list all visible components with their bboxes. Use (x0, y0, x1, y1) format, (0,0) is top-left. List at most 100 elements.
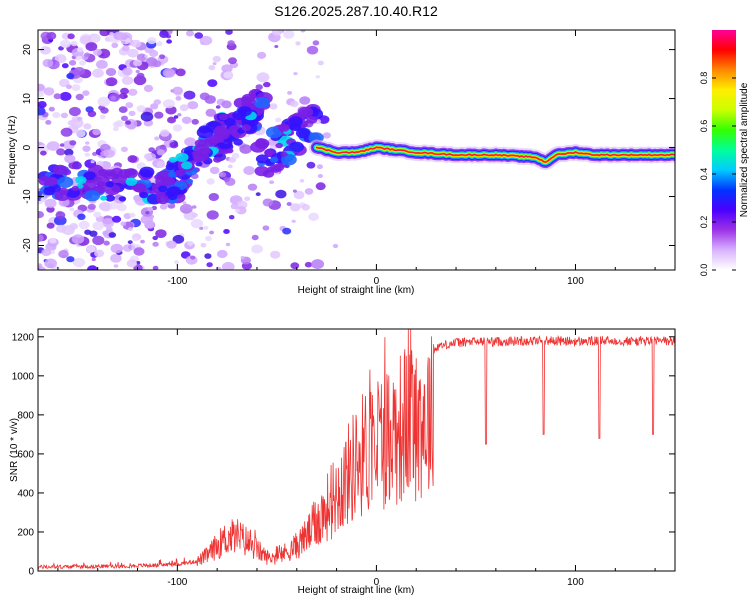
spectrogram-blob (46, 206, 55, 213)
spectrogram-blob (92, 221, 104, 231)
snr-ylabel: SNR (10 * v/v) (9, 418, 20, 482)
spectrogram-blob (154, 136, 160, 141)
spectrogram-blob (69, 223, 79, 230)
spectrogram-blob (52, 111, 61, 119)
snr-ytick-label: 200 (17, 527, 34, 538)
spectrogram-blob (93, 48, 102, 56)
snr-ytick-label: 800 (17, 410, 34, 421)
spectrogram-blob (263, 81, 271, 88)
spectrogram-blob (290, 100, 299, 108)
spectrogram-blob (54, 215, 67, 226)
spectrogram-blob (156, 41, 163, 47)
spectrogram-blob (300, 30, 306, 33)
spectrogram-blob (289, 141, 304, 153)
spectrogram-blob (100, 150, 109, 157)
spectrogram-blob (254, 166, 269, 177)
spectrogram-blob (38, 234, 44, 243)
spectrogram-blob (89, 230, 98, 237)
spectrogram-blob (162, 99, 175, 109)
spectrogram-blob (306, 116, 318, 124)
spectrogram-blob (77, 116, 83, 121)
spectrogram-blob (75, 129, 86, 138)
spectrogram-blob (194, 143, 210, 155)
spectrogram-blob (256, 138, 266, 146)
spectrogram-xtick-label: 100 (567, 276, 584, 287)
spectrogram-blob (304, 261, 313, 268)
spectrogram-blob (322, 132, 331, 139)
spectrogram-blob (291, 219, 296, 223)
spectrogram-blob (67, 33, 75, 40)
spectrogram-blob (44, 258, 57, 269)
spectrogram-blob (158, 185, 168, 193)
spectrogram-blob (282, 227, 292, 235)
spectrogram-blob (159, 30, 169, 38)
spectrogram-blob (97, 96, 111, 107)
spectrogram-blob (253, 97, 270, 109)
spectrogram-blob (244, 196, 251, 202)
spectrogram-blob (87, 110, 97, 118)
spectrogram-blob (317, 174, 323, 178)
spectrogram-blob (54, 54, 67, 64)
spectrogram-blob (332, 243, 339, 249)
spectrogram-blob (38, 211, 44, 219)
spectrogram-blob (269, 164, 282, 173)
spectrogram-blob (172, 234, 185, 244)
spectrogram-blob (308, 212, 319, 221)
spectrogram-blob (288, 116, 303, 127)
spectrogram-blob (121, 76, 134, 85)
spectrogram-blob (71, 234, 85, 244)
spectrogram-blob (208, 65, 216, 71)
spectrogram-blob (290, 262, 300, 270)
spectrogram-blob (206, 262, 213, 268)
spectrogram-blob (152, 235, 158, 241)
spectrogram-blob (209, 166, 220, 175)
snr-series-line (38, 329, 675, 570)
spectrogram-blob (147, 206, 153, 212)
spectrogram-blob (71, 84, 81, 91)
spectrogram-blob (133, 183, 147, 193)
spectrogram-blob (315, 75, 320, 79)
spectrogram-blob (105, 68, 117, 76)
spectrogram-blob (75, 55, 82, 61)
spectrogram-blobs (38, 30, 339, 270)
spectrogram-blob (169, 141, 179, 149)
spectrogram-blob (167, 116, 176, 124)
spectrogram-blob (240, 255, 245, 260)
spectrogram-blob (125, 177, 138, 186)
spectrogram-blob (149, 49, 159, 58)
spectrogram-blob (221, 100, 232, 109)
spectrogram-blob (239, 144, 252, 154)
spectrogram-blob (269, 103, 278, 110)
spectrogram-blob (221, 64, 233, 73)
spectrogram-blob (187, 241, 194, 246)
spectrogram-blob (90, 160, 95, 164)
spectrogram-blob (147, 37, 157, 45)
spectrogram-blob (120, 146, 128, 152)
spectrogram-xtick-label: 0 (374, 276, 380, 287)
spectrogram-blob (317, 60, 324, 66)
spectrogram-blob (203, 225, 209, 230)
spectrogram-blob (71, 185, 79, 192)
spectrogram-blob (191, 212, 198, 218)
spectrogram-blob (56, 148, 66, 156)
spectrogram-blob (315, 182, 326, 191)
spectrogram-ridge (308, 139, 675, 171)
spectrogram-blob (219, 113, 229, 121)
spectrogram-blob (136, 53, 147, 62)
spectrogram-blob (41, 248, 52, 257)
spectrogram-blob (144, 54, 149, 58)
spectrogram-ylabel: Frequency (Hz) (7, 116, 18, 185)
colorbar-tick-label: 0.8 (699, 72, 709, 85)
spectrogram-blob (175, 96, 182, 101)
spectrogram-blob (85, 42, 98, 52)
snr-ytick-label: 600 (17, 449, 34, 460)
snr-ytick-label: 0 (28, 567, 34, 578)
spectrogram-blob (231, 152, 240, 159)
spectrogram-blob (47, 263, 54, 268)
spectrogram-blob (73, 66, 85, 76)
spectrogram-blob (65, 84, 72, 90)
spectrogram-blob (99, 30, 110, 37)
spectrogram-blob (105, 181, 114, 188)
spectrogram-blob (72, 257, 86, 268)
